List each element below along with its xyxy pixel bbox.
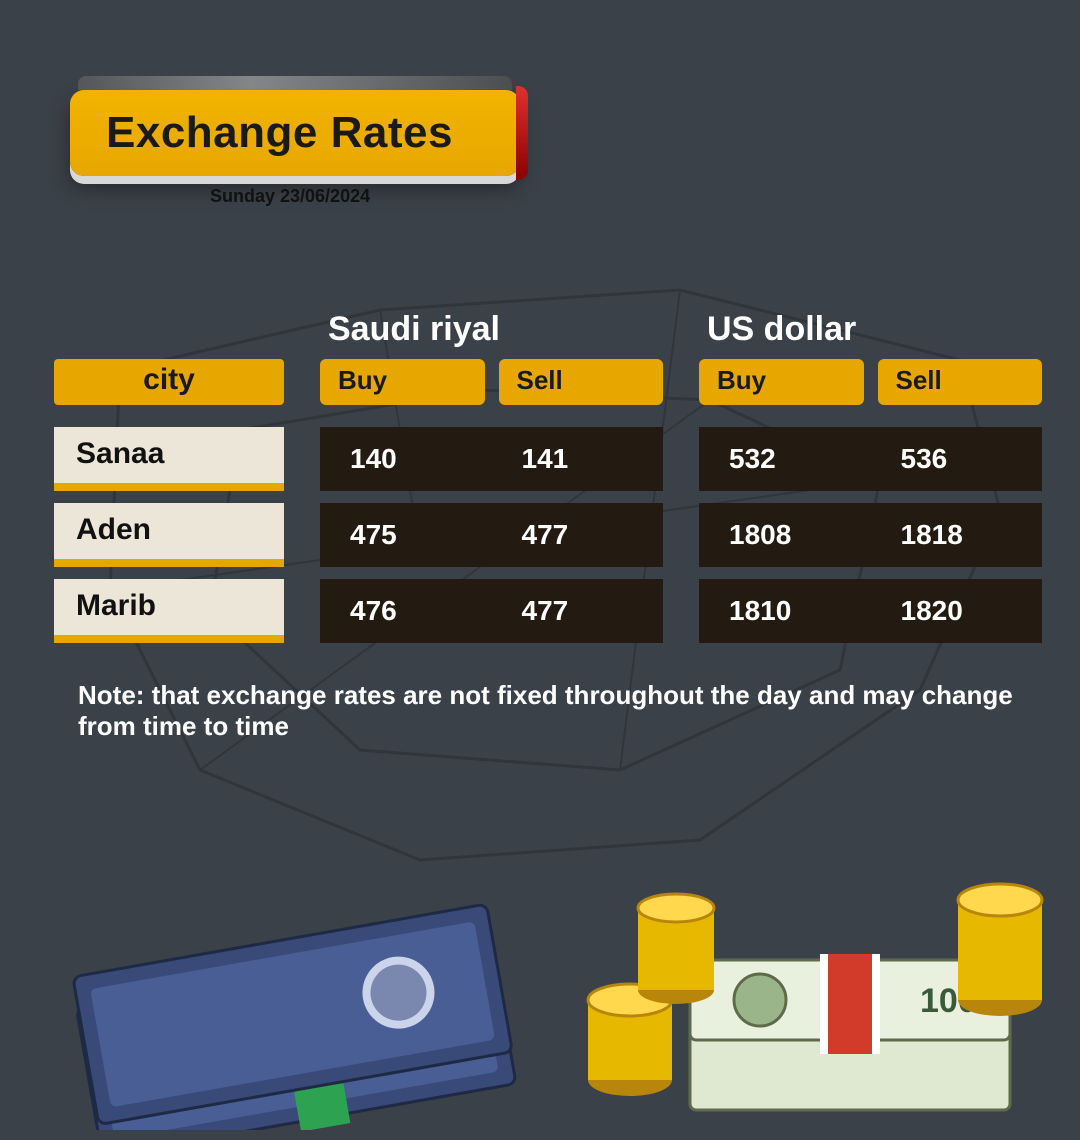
usd-sell-value: 536	[871, 427, 1043, 491]
sar-buy-value: 475	[320, 503, 492, 567]
city-cell: Aden	[54, 503, 284, 567]
currency-name-sar: Saudi riyal	[320, 310, 663, 349]
svg-text:٥٠٠: ٥٠٠	[422, 996, 518, 1070]
rates-table: Saudi riyal US dollar city Buy Sell Buy …	[54, 310, 1042, 655]
city-column-header: city	[54, 359, 284, 405]
footer-note: Note: that exchange rates are not fixed …	[78, 680, 1040, 742]
usd-sell-value: 1818	[871, 503, 1043, 567]
column-header-row: city Buy Sell Buy Sell	[54, 359, 1042, 405]
sar-sell-header: Sell	[499, 359, 664, 405]
table-row: Aden 475 477 1808 1818	[54, 503, 1042, 567]
sar-buy-value: 140	[320, 427, 492, 491]
riyal-banknotes-icon: ٥٠٠	[40, 850, 560, 1130]
table-row: Sanaa 140 141 532 536	[54, 427, 1042, 491]
sar-buy-header: Buy	[320, 359, 485, 405]
dollar-and-coins-icon: 100	[530, 820, 1080, 1140]
sar-sell-value: 477	[492, 503, 664, 567]
money-illustration: ٥٠٠ 100	[0, 850, 1080, 1110]
title-banner: Exchange Rates	[70, 90, 520, 176]
svg-text:100: 100	[920, 982, 977, 1020]
page-title: Exchange Rates	[106, 108, 492, 158]
city-cell: Sanaa	[54, 427, 284, 491]
usd-buy-value: 1810	[699, 579, 871, 643]
usd-buy-value: 532	[699, 427, 871, 491]
table-row: Marib 476 477 1810 1820	[54, 579, 1042, 643]
sar-buy-value: 476	[320, 579, 492, 643]
city-cell: Marib	[54, 579, 284, 643]
sar-sell-value: 141	[492, 427, 664, 491]
usd-buy-header: Buy	[699, 359, 864, 405]
date-label: Sunday 23/06/2024	[210, 186, 370, 207]
usd-sell-header: Sell	[878, 359, 1043, 405]
currency-header-row: Saudi riyal US dollar	[54, 310, 1042, 349]
currency-name-usd: US dollar	[699, 310, 1042, 349]
sar-sell-value: 477	[492, 579, 664, 643]
usd-sell-value: 1820	[871, 579, 1043, 643]
usd-buy-value: 1808	[699, 503, 871, 567]
